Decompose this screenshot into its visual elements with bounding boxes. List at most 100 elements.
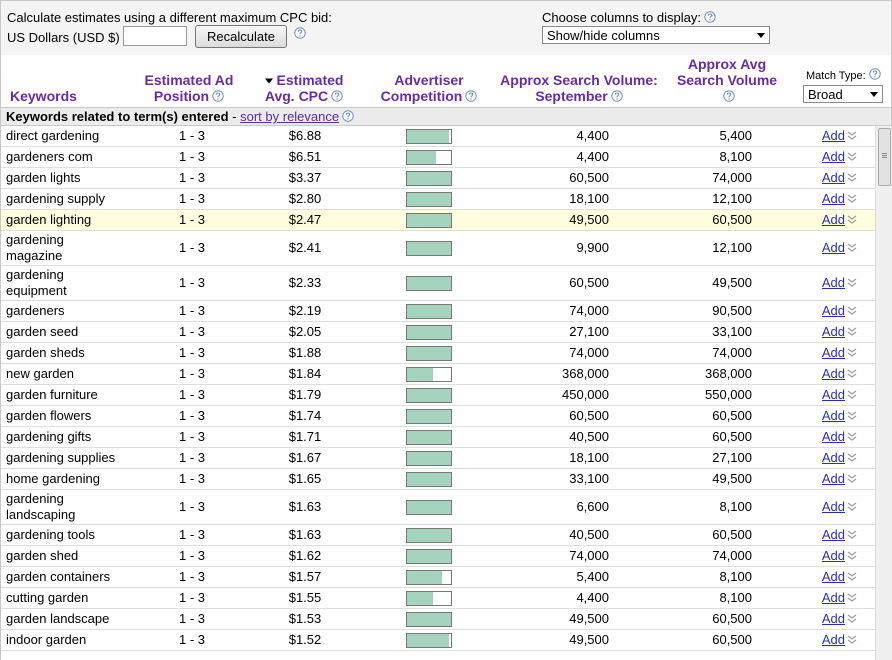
help-icon[interactable]	[212, 90, 224, 102]
expand-chevron[interactable]	[847, 635, 857, 645]
add-link[interactable]: Add	[821, 149, 845, 164]
ad-position: 1 - 3	[123, 524, 255, 546]
competition-cell	[355, 629, 505, 651]
expand-chevron[interactable]	[847, 572, 857, 582]
expand-chevron[interactable]	[847, 348, 857, 358]
match-type-select[interactable]: Broad	[803, 85, 883, 103]
add-link[interactable]: Add	[821, 345, 845, 360]
expand-chevron[interactable]	[847, 411, 857, 421]
expand-chevron[interactable]	[847, 502, 857, 512]
competition-fill	[407, 172, 451, 186]
expand-chevron[interactable]	[847, 306, 857, 316]
expand-chevron[interactable]	[847, 369, 857, 379]
expand-chevron[interactable]	[847, 194, 857, 204]
avg-cpc: $1.57	[255, 566, 355, 588]
add-link[interactable]: Add	[821, 240, 845, 255]
expand-chevron[interactable]	[847, 474, 857, 484]
add-link[interactable]: Add	[821, 303, 845, 318]
competition-fill	[407, 571, 443, 585]
add-link[interactable]: Add	[821, 212, 845, 227]
recalculate-button[interactable]: Recalculate	[195, 25, 287, 48]
help-icon[interactable]	[723, 90, 735, 102]
add-link[interactable]: Add	[821, 590, 845, 605]
avg-search-volume: 12,100	[617, 188, 761, 210]
expand-chevron[interactable]	[847, 327, 857, 337]
add-link[interactable]: Add	[821, 569, 845, 584]
add-link[interactable]: Add	[821, 450, 845, 465]
ad-position: 1 - 3	[123, 167, 255, 189]
columns-label-text: Choose columns to display:	[542, 10, 701, 25]
scroll-thumb[interactable]	[878, 128, 891, 186]
keyword-row: gardening supplies 1 - 3 $1.67 18,100 27,100…	[1, 447, 875, 469]
chevron-shape	[847, 152, 857, 161]
add-link[interactable]: Add	[821, 275, 845, 290]
avg-search-volume: 74,000	[617, 167, 761, 189]
keyword-row: garden sheds 1 - 3 $1.88 74,000 74,000 Add	[1, 342, 875, 364]
expand-chevron[interactable]	[847, 215, 857, 225]
add-link[interactable]: Add	[821, 387, 845, 402]
add-link[interactable]: Add	[821, 324, 845, 339]
header-cpc[interactable]: Estimated Avg. CPC	[259, 72, 349, 104]
help-icon[interactable]	[611, 90, 623, 102]
help-icon[interactable]	[294, 27, 306, 39]
keyword-row: cutting garden 1 - 3 $1.55 4,400 8,100 Add	[1, 587, 875, 609]
ad-position: 1 - 3	[123, 566, 255, 588]
columns-select[interactable]: Show/hide columns	[542, 26, 770, 44]
sort-link[interactable]: sort by relevance	[240, 109, 340, 124]
add-link[interactable]: Add	[821, 429, 845, 444]
add-link[interactable]: Add	[821, 499, 845, 514]
avg-cpc: $1.55	[255, 587, 355, 609]
expand-chevron[interactable]	[847, 551, 857, 561]
help-icon[interactable]	[704, 11, 716, 23]
ad-position: 1 - 3	[123, 629, 255, 651]
expand-chevron[interactable]	[847, 453, 857, 463]
competition-fill	[407, 473, 451, 487]
expand-cell	[847, 587, 875, 609]
expand-chevron[interactable]	[847, 390, 857, 400]
add-link[interactable]: Add	[821, 527, 845, 542]
add-link[interactable]: Add	[821, 408, 845, 423]
expand-chevron[interactable]	[847, 593, 857, 603]
ad-position: 1 - 3	[123, 126, 255, 147]
add-link[interactable]: Add	[821, 170, 845, 185]
expand-chevron[interactable]	[847, 432, 857, 442]
toolbar: Calculate estimates using a different ma…	[0, 0, 892, 55]
add-link[interactable]: Add	[821, 632, 845, 647]
expand-cell	[847, 426, 875, 448]
add-link[interactable]: Add	[821, 611, 845, 626]
avg-search-volume: 74,000	[617, 342, 761, 364]
add-cell: Add	[761, 566, 847, 588]
search-volume: 6,600	[505, 489, 617, 525]
add-cell: Add	[761, 468, 847, 490]
expand-chevron[interactable]	[847, 278, 857, 288]
scrollbar[interactable]	[875, 126, 892, 660]
expand-chevron[interactable]	[847, 131, 857, 141]
ad-position: 1 - 3	[123, 545, 255, 567]
help-icon[interactable]	[331, 90, 343, 102]
expand-chevron[interactable]	[847, 530, 857, 540]
cpc-input[interactable]	[123, 26, 187, 46]
help-icon[interactable]	[869, 68, 881, 80]
chevron-shape	[847, 502, 857, 511]
add-cell: Add	[761, 524, 847, 546]
add-link[interactable]: Add	[821, 128, 845, 143]
chevron-shape	[847, 327, 857, 336]
ad-position: 1 - 3	[123, 426, 255, 448]
expand-chevron[interactable]	[847, 614, 857, 624]
add-link[interactable]: Add	[821, 548, 845, 563]
chevron-shape	[847, 243, 857, 252]
search-volume: 368,000	[505, 363, 617, 385]
avg-search-volume: 368,000	[617, 363, 761, 385]
expand-chevron[interactable]	[847, 243, 857, 253]
help-icon[interactable]	[465, 90, 477, 102]
add-link[interactable]: Add	[821, 191, 845, 206]
keyword-row: garden lights 1 - 3 $3.37 60,500 74,000 Add	[1, 167, 875, 189]
search-volume: 49,500	[505, 629, 617, 651]
keyword: gardening supply	[1, 188, 123, 210]
help-icon[interactable]	[342, 110, 354, 122]
add-link[interactable]: Add	[821, 366, 845, 381]
add-link[interactable]: Add	[821, 471, 845, 486]
expand-chevron[interactable]	[847, 173, 857, 183]
avg-cpc: $1.52	[255, 629, 355, 651]
expand-chevron[interactable]	[847, 152, 857, 162]
